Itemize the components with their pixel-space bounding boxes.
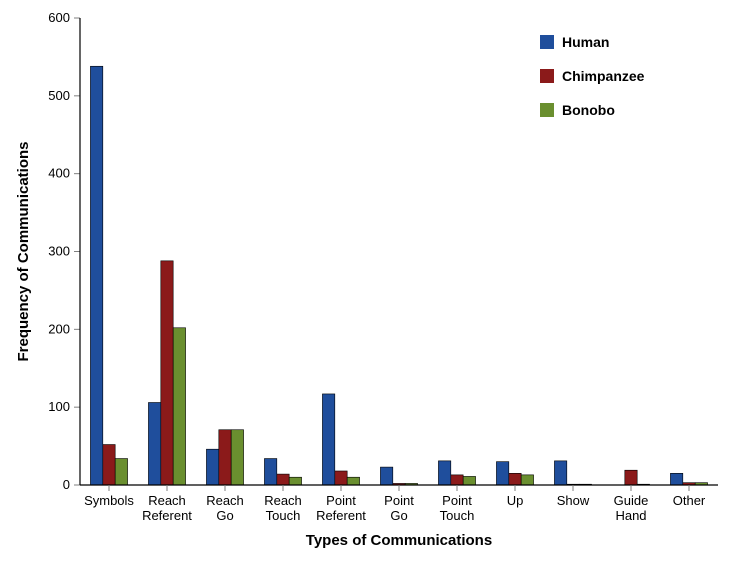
bar: [438, 461, 450, 485]
x-tick-label: PointTouch: [440, 493, 475, 523]
x-tick-label: ReachTouch: [264, 493, 302, 523]
x-tick-label: Symbols: [84, 493, 134, 508]
bar: [322, 394, 334, 485]
x-tick-label: Up: [507, 493, 524, 508]
bar: [206, 449, 218, 485]
bar: [277, 474, 289, 485]
y-axis-title: Frequency of Communications: [15, 141, 32, 361]
x-tick-label: GuideHand: [614, 493, 649, 523]
bar: [496, 462, 508, 485]
bar: [335, 471, 347, 485]
legend-label: Chimpanzee: [562, 68, 645, 84]
bar: [264, 459, 276, 485]
y-tick-label: 0: [63, 477, 70, 492]
bar: [219, 430, 231, 485]
bar: [347, 477, 359, 485]
x-tick-label: Show: [557, 493, 590, 508]
bar: [115, 459, 127, 485]
y-tick-label: 300: [48, 244, 70, 259]
y-tick-label: 100: [48, 399, 70, 414]
legend-marker: [540, 35, 554, 49]
bar: [509, 473, 521, 485]
chart-svg: 0 100 200 300 400 500 600 Symbols ReachReferent R…: [0, 0, 736, 571]
bar: [380, 467, 392, 485]
legend-label: Human: [562, 34, 609, 50]
bar: [554, 461, 566, 485]
communications-bar-chart: 0 100 200 300 400 500 600 Symbols ReachReferent R…: [0, 0, 736, 571]
bar: [161, 261, 173, 485]
bar: [625, 470, 637, 485]
legend-marker: [540, 69, 554, 83]
legend-marker: [540, 103, 554, 117]
bar: [90, 66, 102, 485]
bar: [231, 430, 243, 485]
bar: [670, 473, 682, 485]
bar: [173, 328, 185, 485]
x-tick-label: Other: [673, 493, 706, 508]
y-tick-label: 600: [48, 10, 70, 25]
y-tick-label: 500: [48, 88, 70, 103]
y-tick-label: 400: [48, 166, 70, 181]
bar: [521, 475, 533, 485]
x-axis-title: Types of Communications: [306, 532, 492, 549]
bar: [451, 475, 463, 485]
bar: [103, 445, 115, 485]
bar: [463, 476, 475, 485]
y-tick-label: 200: [48, 321, 70, 336]
bar: [148, 403, 160, 486]
x-tick-label: ReachReferent: [142, 493, 192, 523]
legend-label: Bonobo: [562, 102, 615, 118]
bar: [289, 477, 301, 485]
